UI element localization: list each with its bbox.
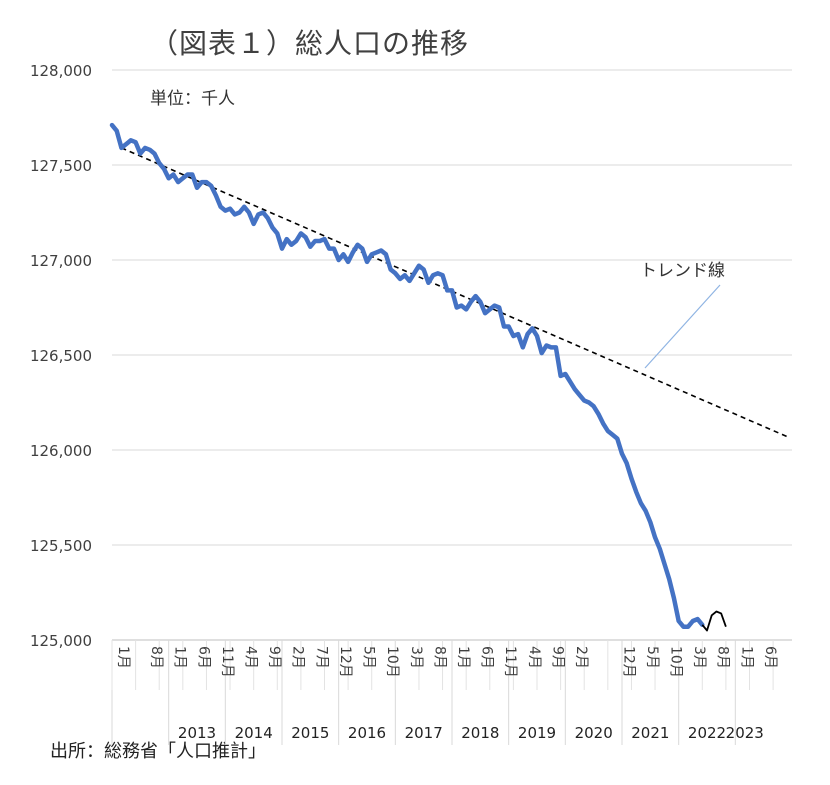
chart-title: （図表１）総人口の推移 — [150, 27, 470, 60]
x-month-label: 2月 — [573, 646, 589, 669]
x-year-label: 2016 — [348, 724, 386, 742]
x-year-label: 2017 — [405, 724, 443, 742]
x-month-label: 8月 — [431, 646, 447, 669]
x-month-label: 6月 — [762, 646, 778, 669]
x-axis: 1月 8月 1月 6月 11月 4月 9月 2月 7月 12月 5月 10月 3月 8月 1月 6月 11月 4月… — [111, 639, 792, 745]
y-tick-label: 126,000 — [30, 442, 92, 460]
y-tick-label: 126,500 — [30, 347, 92, 365]
population-series-line — [109, 122, 705, 629]
x-month-label: 11月 — [219, 646, 235, 678]
trend-callout-group — [644, 284, 721, 369]
x-month-label: 1月 — [115, 646, 131, 669]
x-month-label: 12月 — [620, 646, 636, 678]
x-year-label: 2022 — [688, 724, 726, 742]
x-month-label: 6月 — [479, 646, 495, 669]
x-month-label: 9月 — [549, 646, 565, 669]
gridlines — [112, 69, 792, 641]
x-month-label: 1月 — [738, 646, 754, 669]
x-month-label: 1月 — [455, 646, 471, 669]
y-tick-label: 127,000 — [30, 252, 92, 270]
x-month-label: 7月 — [313, 646, 329, 669]
x-month-label: 2月 — [290, 646, 306, 669]
y-tick-label: 127,500 — [30, 157, 92, 175]
source-note: 出所：総務省「人口推計」 — [50, 741, 266, 762]
x-month-label: 5月 — [361, 646, 377, 669]
x-month-label: 10月 — [668, 646, 684, 678]
x-month-label: 5月 — [644, 646, 660, 669]
x-month-label: 6月 — [195, 646, 211, 669]
x-month-label: 4月 — [526, 646, 542, 669]
x-year-label: 2021 — [631, 724, 669, 742]
y-tick-label: 125,000 — [30, 632, 92, 650]
x-year-label: 2018 — [461, 724, 499, 742]
series-group — [109, 122, 727, 632]
x-month-label: 9月 — [266, 646, 282, 669]
x-year-label: 2014 — [235, 724, 273, 742]
unit-label: 単位：千人 — [150, 89, 235, 109]
y-tick-label: 128,000 — [30, 62, 92, 80]
latest-estimate-line — [701, 610, 727, 632]
trend-line-label: トレンド線 — [640, 261, 725, 281]
x-month-label: 11月 — [502, 646, 518, 678]
x-month-label: 3月 — [691, 646, 707, 669]
y-tick-label: 125,500 — [30, 537, 92, 555]
x-month-label: 8月 — [148, 646, 164, 669]
x-month-label: 10月 — [384, 646, 400, 678]
x-year-label: 2015 — [291, 724, 329, 742]
trend-callout-line — [644, 284, 721, 369]
x-year-label: 2023 — [726, 724, 764, 742]
x-month-label: 4月 — [243, 646, 259, 669]
x-month-label: 3月 — [408, 646, 424, 669]
x-month-label: 12月 — [337, 646, 353, 678]
x-year-label: 2019 — [518, 724, 556, 742]
x-year-label: 2013 — [178, 724, 216, 742]
x-year-label: 2020 — [575, 724, 613, 742]
x-month-label: 8月 — [715, 646, 731, 669]
y-axis-labels: 125,000 125,500 126,000 126,500 127,000 127,5… — [30, 62, 92, 650]
x-month-label: 1月 — [172, 646, 188, 669]
